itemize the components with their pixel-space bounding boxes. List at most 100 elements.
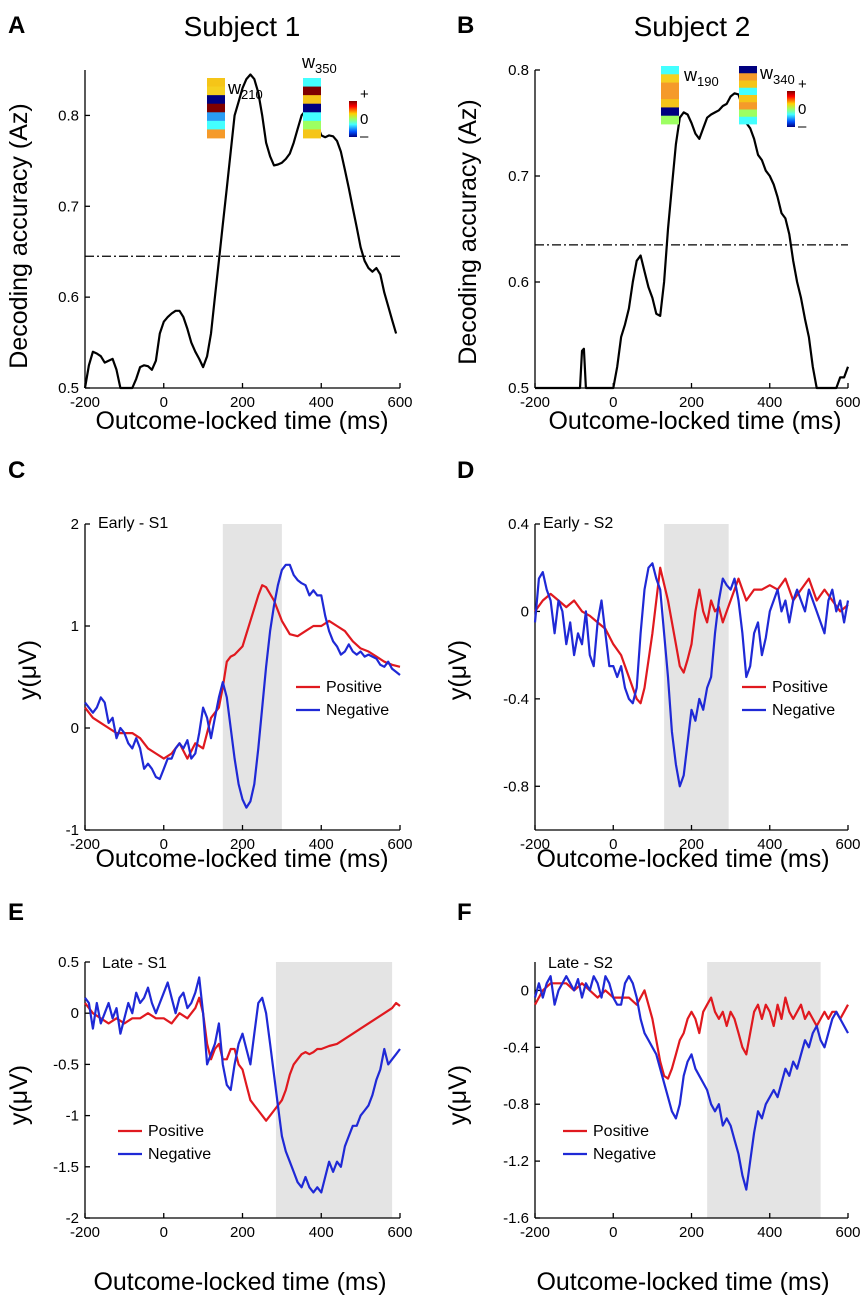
panel-c-series-positive [84, 584, 401, 760]
panel-a-weight-350-cell [303, 129, 321, 139]
panel-e-y-tick-label: -2 [66, 1210, 79, 1227]
panel-c-x-tick-label: -200 [70, 836, 100, 853]
panel-a-weight-210-cell [207, 78, 225, 87]
panel-b-series-az [535, 92, 850, 390]
panel-a-weight-sub-350: 350 [315, 61, 337, 76]
panel-e-series-negative [84, 976, 401, 1194]
panel-c-x-tick-label: 600 [387, 836, 412, 853]
panel-d-y-tick-label: 0 [521, 603, 529, 620]
panel-a-xlabel: Outcome-locked time (ms) [95, 407, 388, 435]
panel-b-colorbar-zero: 0 [798, 101, 806, 118]
panel-b: B Subject 2 Decoding accuracy (Az) Outco… [454, 11, 861, 435]
panel-a-weight-210-cell [207, 120, 225, 130]
panel-letter-c: C [8, 457, 25, 484]
panel-a-y-tick-label: 0.6 [58, 289, 79, 306]
panel-d-legend-negative: Negative [772, 702, 835, 719]
panel-b-weight-340-cell [739, 116, 757, 125]
panel-e-xlabel: Outcome-locked time (ms) [93, 1268, 386, 1296]
panel-e-series-positive [84, 996, 401, 1122]
panel-a-weight-350-cell [303, 120, 321, 130]
panel-f-x-tick-label: 0 [609, 1224, 617, 1241]
panel-c-legend-positive: Positive [326, 679, 382, 696]
panel-b-weight-sub-190: 190 [697, 74, 719, 89]
panel-f-y-tick-label: 0 [521, 982, 529, 999]
panel-d-x-tick-label: -200 [520, 836, 550, 853]
panel-b-y-tick-label: 0.6 [508, 274, 529, 291]
panel-f-x-tick-label: 400 [757, 1224, 782, 1241]
panel-a-weight-210-cell [207, 103, 225, 113]
panel-d-xlabel: Outcome-locked time (ms) [536, 845, 829, 873]
panel-b-y-tick-label: 0.8 [508, 62, 529, 79]
panel-a-colorbar [349, 101, 357, 137]
panel-d-shade [664, 524, 729, 830]
panel-a-x-tick-label: 200 [230, 394, 255, 411]
panel-a-y-tick-label: 0.8 [58, 107, 79, 124]
panel-d-x-tick-label: 400 [757, 836, 782, 853]
panel-b-colorbar-plus: + [798, 76, 807, 93]
panel-e-inner-title: Late - S1 [102, 955, 167, 972]
panel-a-x-tick-label: -200 [70, 394, 100, 411]
panel-c-shade [222, 524, 282, 830]
panel-c-x-tick-label: 400 [309, 836, 334, 853]
panel-b-x-tick-label: 0 [609, 394, 617, 411]
panel-a-x-tick-label: 0 [160, 394, 168, 411]
panel-e-legend-negative: Negative [148, 1146, 211, 1163]
panel-c-y-tick-label: 0 [71, 720, 79, 737]
panel-a-colorbar-plus: + [360, 86, 369, 103]
panel-letter-b: B [457, 12, 474, 39]
panel-f: F y(μV) Outcome-locked time (ms) -200 0 20… [444, 899, 861, 1296]
panel-d-legend-positive: Positive [772, 679, 828, 696]
panel-b-x-tick-label: 200 [679, 394, 704, 411]
panel-e-x-tick-label: 600 [387, 1224, 412, 1241]
panel-a-weight-210-cell [207, 112, 225, 122]
panel-letter-e: E [8, 899, 24, 926]
panel-b-ylabel: Decoding accuracy (Az) [454, 99, 482, 364]
panel-e-y-tick-label: -0.5 [53, 1056, 79, 1073]
panel-a-weight-sub-210: 210 [241, 87, 263, 102]
panel-b-weight-340-cell [739, 66, 757, 74]
panel-b-weight-340-cell [739, 95, 757, 103]
panel-e-ylabel: y(μV) [5, 1065, 33, 1125]
panel-b-x-tick-label: 600 [835, 394, 860, 411]
panel-f-legend-negative: Negative [593, 1146, 656, 1163]
panel-c-x-tick-label: 0 [160, 836, 168, 853]
panel-c-ylabel: y(μV) [14, 640, 42, 700]
panel-c-xlabel: Outcome-locked time (ms) [95, 845, 388, 873]
panel-f-x-tick-label: 200 [679, 1224, 704, 1241]
panel-a-colorbar-minus: – [360, 128, 369, 145]
panel-f-series-positive [534, 982, 849, 1080]
panel-f-y-tick-label: -0.4 [503, 1039, 529, 1056]
panel-letter-a: A [8, 12, 25, 39]
panel-a-weight-210-cell [207, 95, 225, 105]
panel-e-y-tick-label: -1.5 [53, 1159, 79, 1176]
panel-e-x-tick-label: -200 [70, 1224, 100, 1241]
panel-e-y-tick-label: 0 [71, 1005, 79, 1022]
panel-letter-d: D [457, 457, 474, 484]
panel-b-weight-340-cell [739, 109, 757, 118]
panel-f-xlabel: Outcome-locked time (ms) [536, 1268, 829, 1296]
panel-b-weight-190-cell [661, 66, 679, 75]
panel-a-weight-350-cell [303, 86, 321, 96]
panel-b-title: Subject 2 [634, 11, 751, 42]
panel-b-x-tick-label: -200 [520, 394, 550, 411]
panel-a-x-tick-label: 600 [387, 394, 412, 411]
panel-c: C y(μV) Outcome-locked time (ms) -200 0 20… [8, 457, 413, 873]
panel-a-series-az [83, 73, 398, 390]
panel-b-weight-340-cell [739, 80, 757, 89]
panel-a-weight-350-cell [303, 112, 321, 122]
panel-f-ylabel: y(μV) [444, 1065, 472, 1125]
panel-b-y-tick-label: 0.5 [508, 380, 529, 397]
panel-e-x-tick-label: 0 [160, 1224, 168, 1241]
panel-a-weight-350-cell [303, 95, 321, 105]
panel-b-x-tick-label: 400 [757, 394, 782, 411]
panel-b-weight-340-cell [739, 73, 757, 81]
panel-a-weight-label-350: w350 [301, 52, 337, 76]
panel-d-y-tick-label: 0.4 [508, 516, 529, 533]
panel-b-y-tick-label: 0.7 [508, 168, 529, 185]
panel-f-inner-title: Late - S2 [548, 955, 613, 972]
panel-b-weight-label-340: w340 [759, 63, 795, 87]
panel-b-weight-190-cell [661, 99, 679, 108]
panel-a: A Subject 1 Decoding accuracy (Az) Outco… [5, 11, 413, 435]
panel-b-weight-190-cell [661, 74, 679, 83]
